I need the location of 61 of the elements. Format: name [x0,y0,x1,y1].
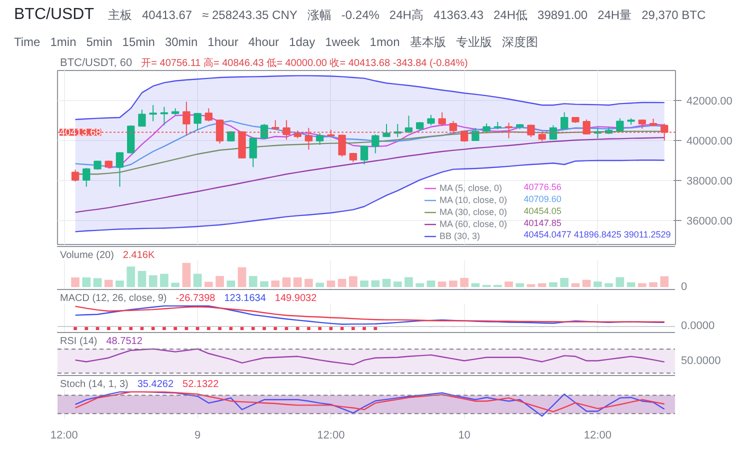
text: 1day [289,35,316,49]
text: 149.9032 [274,293,317,304]
text: 39891.00 [538,8,588,22]
text: 0.0000 [681,318,715,333]
text: ≈ 258243.35 CNY [202,8,298,22]
text: 24H高 [389,8,424,22]
text: 52.1322 [182,379,219,390]
text: 29,370 BTC [642,8,706,22]
text: 1min [50,35,76,49]
annotation: 40147.85 [524,218,562,228]
x-tick-label: 12:00 [317,430,345,442]
legend-label: MA (10, close, 0) [439,194,507,206]
annotation: 40454.0477 41896.8425 39011.2529 [524,230,671,240]
text: 基本版 [410,35,446,49]
text: 深度图 [502,35,538,49]
chart-title: Stoch (14, 1, 3) [60,379,128,390]
x-tick-label: 9 [194,430,201,442]
text: 35.4262 [137,379,174,390]
text: 5min [86,35,112,49]
chart-title: Volume (20) [60,250,114,261]
text: 41363.43 [433,8,484,22]
annotation: 40709.60 [524,194,562,204]
legend-label: MA (60, close, 0) [439,218,507,230]
text: 48.7512 [106,336,142,347]
text: 涨幅 [307,8,332,22]
annotation: 40776.56 [524,182,562,192]
text: 专业版 [456,35,492,49]
text: 1mon [370,35,400,49]
text: -0.24% [341,8,380,22]
text: 15min [122,35,155,49]
text: 24H量 [598,8,632,22]
chart-subtitle: 开= 40756.11 高= 40846.43 低= 40000.00 收= 40413.68 -343.84 (-0.84%) [141,58,468,69]
y-tick-label: 42000.00 [686,96,732,108]
chart-title: MACD (12, 26, close, 9) [60,293,167,304]
text: 24H低 [494,8,528,22]
text: 50.0000 [681,354,721,368]
chart-title: RSI (14) [60,336,98,347]
text: 123.1634 [224,293,266,304]
text: 0 [681,280,688,294]
text: 主板 [108,8,132,22]
text: 30min [164,35,198,49]
text: 4hour [248,35,280,49]
legend-label: MA (5, close, 0) [439,182,502,194]
legend-label: BB (30, 3) [439,230,480,242]
x-tick-label: 10 [458,430,470,442]
text: 1hour [208,35,238,49]
y-tick-label: 36000.00 [686,216,732,228]
x-tick-label: 12:00 [50,430,78,442]
ref-line-label: 40413.68 [60,128,102,139]
text: 1week [325,35,360,49]
text: Time [14,35,40,49]
text: 40413.67 [142,8,192,22]
text: 2.416K [122,250,155,261]
legend-label: MA (30, close, 0) [439,206,507,218]
y-tick-label: 40000.00 [686,136,732,148]
text: BTC/USDT [14,6,94,23]
annotation: 40454.05 [524,206,562,216]
text: -26.7398 [176,293,216,304]
y-tick-label: 38000.00 [686,176,732,188]
chart-title: BTC/USDT, 60 [60,57,132,69]
x-tick-label: 12:00 [584,430,612,442]
